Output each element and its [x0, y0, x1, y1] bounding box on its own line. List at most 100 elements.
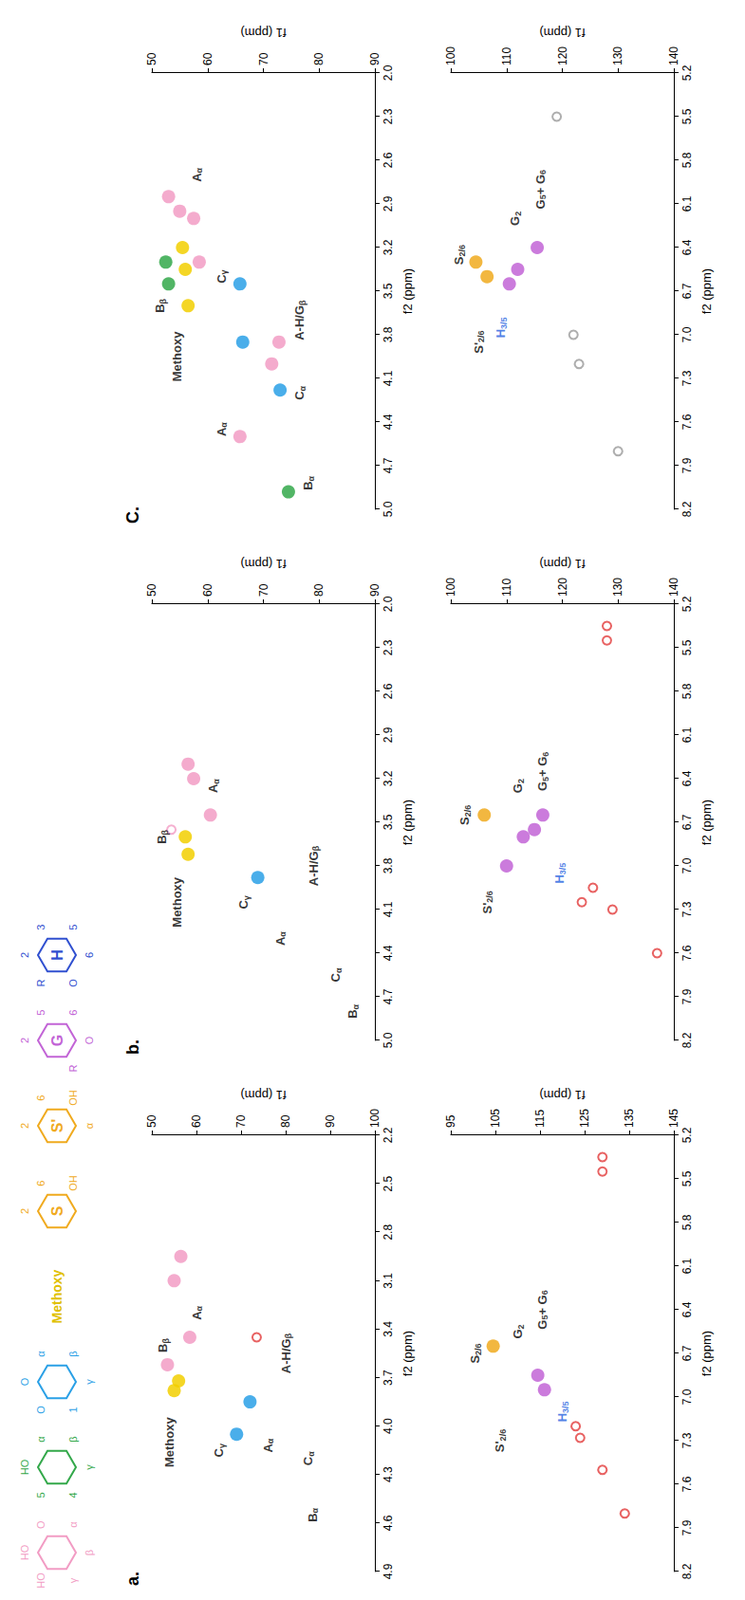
svg-text:α: α — [194, 167, 205, 173]
svg-text:100: 100 — [444, 577, 458, 597]
svg-text:110: 110 — [500, 47, 514, 66]
svg-text:HO: HO — [35, 1573, 47, 1590]
svg-text:5.0: 5.0 — [381, 501, 395, 518]
svg-text:7.9: 7.9 — [680, 1520, 694, 1537]
svg-text:90: 90 — [368, 52, 382, 66]
svg-text:B: B — [305, 1513, 320, 1523]
svg-text:S': S' — [49, 1119, 66, 1134]
svg-text:α: α — [211, 779, 222, 785]
svg-text:6: 6 — [540, 1290, 550, 1296]
svg-text:S': S' — [471, 342, 486, 354]
svg-text:6: 6 — [67, 1010, 79, 1017]
svg-text:80: 80 — [279, 1115, 293, 1129]
svg-text:4.1: 4.1 — [381, 370, 395, 387]
svg-text:H: H — [49, 949, 66, 962]
svg-text:O: O — [67, 979, 79, 988]
svg-text:6.7: 6.7 — [680, 814, 694, 831]
svg-text:Methoxy: Methoxy — [169, 331, 185, 383]
svg-text:2.6: 2.6 — [381, 151, 395, 168]
svg-text:α: α — [194, 1305, 205, 1312]
svg-text:O: O — [35, 1521, 47, 1530]
svg-text:+ G: + G — [535, 757, 550, 778]
svg-text:HO: HO — [18, 1545, 31, 1562]
svg-text:α: α — [310, 1508, 320, 1514]
svg-text:3.2: 3.2 — [381, 770, 395, 787]
svg-text:B: B — [345, 1009, 360, 1019]
svg-text:5: 5 — [35, 1010, 47, 1017]
svg-text:γ: γ — [217, 1444, 227, 1450]
svg-text:γ: γ — [83, 1465, 95, 1472]
svg-text:8.2: 8.2 — [680, 1564, 694, 1581]
svg-text:6: 6 — [538, 169, 548, 175]
svg-text:6.1: 6.1 — [680, 195, 694, 212]
svg-text:f2 (ppm): f2 (ppm) — [400, 268, 415, 315]
svg-text:140: 140 — [667, 577, 681, 597]
svg-text:γ: γ — [242, 895, 252, 901]
svg-text:6.4: 6.4 — [680, 1302, 694, 1319]
svg-text:2.5: 2.5 — [381, 1175, 395, 1192]
svg-text:B: B — [154, 835, 169, 844]
svg-text:6.1: 6.1 — [680, 1258, 694, 1275]
svg-text:α: α — [219, 422, 229, 429]
svg-text:6: 6 — [35, 1181, 47, 1188]
svg-text:5: 5 — [67, 925, 79, 932]
svg-text:2: 2 — [18, 1209, 31, 1215]
svg-text:8.2: 8.2 — [680, 501, 694, 518]
svg-text:140: 140 — [667, 46, 681, 66]
svg-text:f1 (ppm): f1 (ppm) — [539, 1088, 585, 1103]
svg-text:α: α — [306, 475, 317, 482]
svg-text:α: α — [35, 1436, 47, 1444]
svg-text:B: B — [155, 1344, 170, 1354]
svg-text:3/5: 3/5 — [499, 316, 509, 330]
svg-text:5.2: 5.2 — [680, 64, 694, 81]
svg-text:R: R — [35, 979, 47, 988]
svg-text:6.4: 6.4 — [680, 239, 694, 256]
svg-text:7.0: 7.0 — [680, 1389, 694, 1406]
svg-text:3.8: 3.8 — [381, 326, 395, 343]
svg-text:7.6: 7.6 — [680, 1476, 694, 1493]
svg-text:105: 105 — [488, 1109, 503, 1129]
svg-text:7.3: 7.3 — [680, 1433, 694, 1450]
svg-text:3.2: 3.2 — [381, 239, 395, 256]
svg-text:f1 (ppm): f1 (ppm) — [240, 1088, 286, 1103]
svg-text:Methoxy: Methoxy — [49, 1269, 65, 1324]
svg-text:4.6: 4.6 — [381, 1515, 395, 1532]
svg-text:145: 145 — [667, 1109, 681, 1129]
svg-text:120: 120 — [556, 46, 570, 66]
svg-text:2.0: 2.0 — [381, 64, 395, 81]
svg-text:2: 2 — [18, 1123, 31, 1130]
svg-text:80: 80 — [312, 52, 326, 66]
svg-text:H: H — [555, 1414, 570, 1423]
svg-text:G: G — [507, 216, 522, 226]
svg-text:α: α — [67, 1522, 79, 1529]
svg-text:S': S' — [492, 1441, 507, 1453]
svg-text:7.0: 7.0 — [680, 326, 694, 343]
svg-text:α: α — [306, 1452, 317, 1458]
svg-text:2.3: 2.3 — [381, 639, 395, 656]
svg-text:H: H — [552, 875, 567, 884]
svg-text:2.2: 2.2 — [381, 1127, 395, 1144]
svg-text:2/6: 2/6 — [463, 805, 473, 819]
svg-text:135: 135 — [622, 1109, 636, 1129]
svg-text:115: 115 — [533, 1110, 547, 1129]
svg-text:60: 60 — [201, 52, 215, 66]
svg-text:C.: C. — [123, 506, 143, 524]
svg-text:α: α — [83, 1122, 95, 1130]
svg-text:B: B — [152, 303, 168, 313]
svg-text:β: β — [161, 1339, 171, 1345]
svg-text:60: 60 — [189, 1115, 204, 1129]
svg-text:4.4: 4.4 — [381, 413, 395, 430]
svg-text:f1 (ppm): f1 (ppm) — [539, 557, 585, 572]
svg-text:OH: OH — [67, 1175, 79, 1192]
svg-text:2: 2 — [18, 952, 31, 959]
svg-text:7.3: 7.3 — [680, 370, 694, 387]
svg-text:2: 2 — [18, 1038, 31, 1044]
svg-text:5.8: 5.8 — [680, 151, 694, 168]
svg-text:2.9: 2.9 — [381, 726, 395, 744]
svg-text:2.8: 2.8 — [381, 1225, 395, 1242]
svg-text:2.9: 2.9 — [381, 195, 395, 212]
svg-text:α: α — [35, 1351, 47, 1359]
svg-text:5.5: 5.5 — [680, 1171, 694, 1188]
svg-text:Methoxy: Methoxy — [169, 876, 185, 929]
svg-text:4.7: 4.7 — [381, 988, 395, 1006]
